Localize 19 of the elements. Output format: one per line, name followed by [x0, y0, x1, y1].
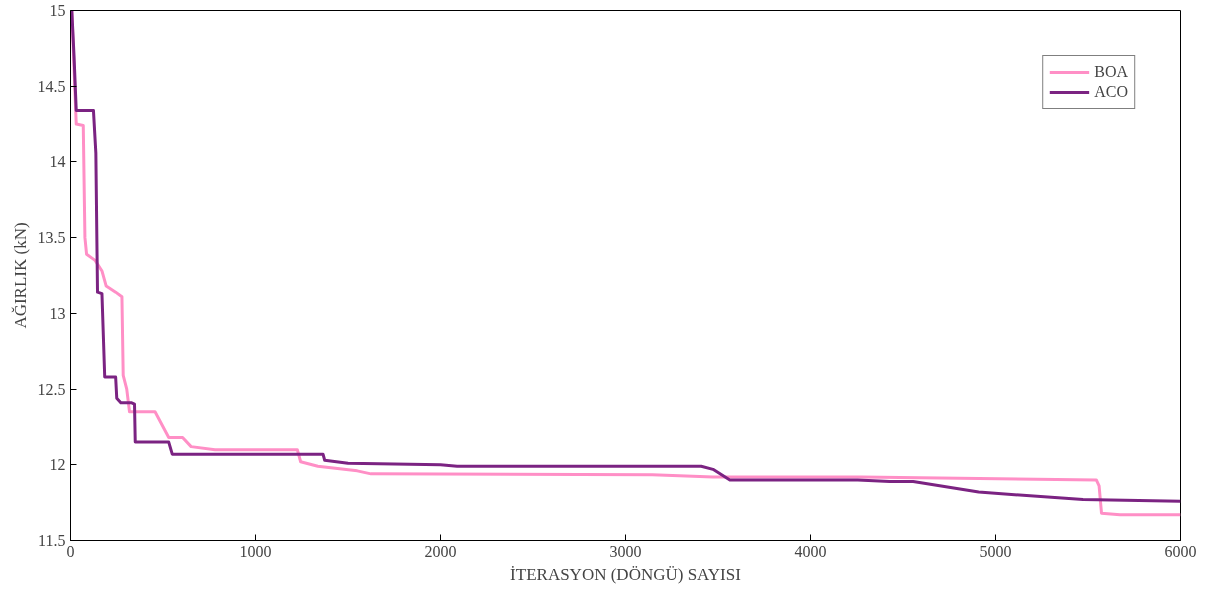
x-tick-label: 1000 — [239, 542, 272, 560]
x-axis-title: İTERASYON (DÖNGÜ) SAYISI — [510, 564, 742, 584]
legend-label: ACO — [1094, 83, 1128, 101]
y-tick-label: 14 — [49, 153, 66, 171]
x-tick-label: 0 — [66, 542, 75, 560]
x-tick-label: 4000 — [794, 542, 827, 560]
y-tick-label: 12 — [49, 456, 66, 474]
y-tick-label: 13.5 — [37, 229, 66, 247]
x-tick-label: 5000 — [979, 542, 1012, 560]
x-tick-label: 6000 — [1164, 542, 1197, 560]
x-tick-label: 3000 — [609, 542, 642, 560]
legend-label: BOA — [1094, 63, 1128, 81]
y-tick-label: 12.5 — [37, 380, 66, 398]
y-tick-label: 13 — [49, 304, 66, 322]
y-tick-label: 15 — [49, 2, 66, 19]
y-axis-title: AĞIRLIK (kN) — [10, 222, 30, 329]
x-tick-label: 2000 — [424, 542, 457, 560]
y-tick-label: 11.5 — [38, 532, 66, 549]
y-tick-label: 14.5 — [37, 77, 66, 95]
